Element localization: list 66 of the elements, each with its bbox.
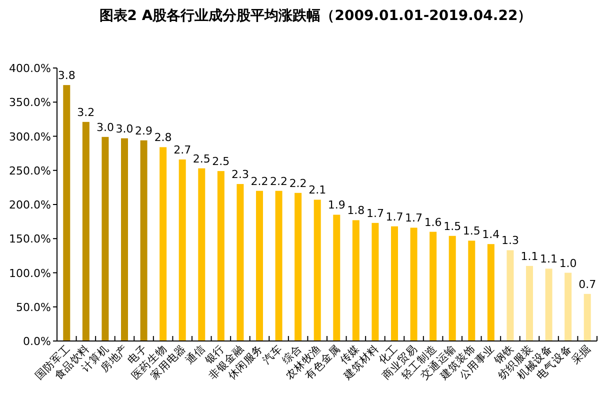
- bar: [198, 168, 206, 341]
- bar: [487, 244, 494, 341]
- bar: [333, 214, 340, 341]
- data-label: 0.7: [578, 278, 596, 291]
- bar: [448, 236, 456, 341]
- bar: [391, 226, 398, 341]
- bar: [121, 138, 128, 341]
- bar: [294, 192, 302, 341]
- data-label: 3.8: [58, 69, 76, 82]
- bar: [430, 232, 437, 341]
- y-tick-label: 300.0%: [9, 130, 51, 144]
- data-label: 1.8: [347, 204, 365, 218]
- data-label: 2.5: [192, 152, 210, 166]
- data-label: 1.1: [540, 252, 558, 266]
- bar: [102, 136, 109, 341]
- data-label: 2.1: [308, 184, 326, 197]
- data-label: 1.5: [444, 220, 462, 233]
- chart-title: 图表2 A股各行业成分股平均涨跌幅（2009.01.01-2019.04.22）: [99, 8, 532, 24]
- bar: [410, 228, 418, 341]
- data-label: 1.6: [424, 216, 442, 229]
- data-label: 1.7: [405, 212, 423, 225]
- data-label: 2.5: [212, 155, 230, 168]
- y-tick-label: 400.0%: [9, 62, 51, 75]
- bar: [584, 294, 591, 341]
- y-tick-label: 200.0%: [9, 198, 51, 212]
- y-tick-label: 350.0%: [9, 96, 51, 110]
- data-label: 1.1: [520, 250, 538, 263]
- data-label: 1.4: [482, 228, 500, 242]
- bar: [140, 140, 148, 341]
- bar: [352, 220, 360, 341]
- data-label: 1.3: [501, 234, 519, 248]
- bar: [160, 147, 167, 341]
- data-label: 3.0: [116, 122, 134, 136]
- bar: [564, 272, 572, 341]
- y-tick-label: 50.0%: [16, 300, 51, 314]
- y-tick-label: 100.0%: [9, 266, 51, 280]
- data-label: 1.0: [559, 256, 577, 270]
- data-label: 2.2: [289, 176, 307, 190]
- bar: [63, 85, 70, 341]
- bar: [178, 159, 186, 341]
- bar: [468, 240, 476, 341]
- y-tick-label: 0.0%: [23, 335, 51, 348]
- data-label: 1.9: [328, 198, 346, 212]
- bar: [506, 250, 514, 341]
- data-label: 3.0: [96, 120, 114, 134]
- data-label: 2.2: [250, 174, 268, 188]
- bar: [217, 171, 224, 341]
- bar: [256, 190, 263, 341]
- y-tick-label: 150.0%: [9, 232, 51, 246]
- bar: [545, 268, 552, 341]
- bar: [82, 122, 90, 341]
- data-label: 2.9: [135, 124, 153, 138]
- data-label: 2.2: [270, 174, 288, 188]
- data-label: 3.2: [77, 106, 95, 119]
- bar: [236, 184, 244, 341]
- data-label: 2.8: [154, 131, 172, 144]
- data-label: 1.7: [366, 206, 384, 220]
- data-label: 1.7: [386, 210, 404, 224]
- data-label: 2.3: [231, 168, 249, 182]
- bar: [314, 200, 321, 341]
- y-tick-label: 250.0%: [9, 164, 51, 178]
- bar: [526, 266, 533, 341]
- data-label: 2.7: [174, 143, 192, 156]
- data-label: 1.5: [462, 224, 480, 238]
- bar: [275, 190, 282, 341]
- bar: [372, 222, 379, 341]
